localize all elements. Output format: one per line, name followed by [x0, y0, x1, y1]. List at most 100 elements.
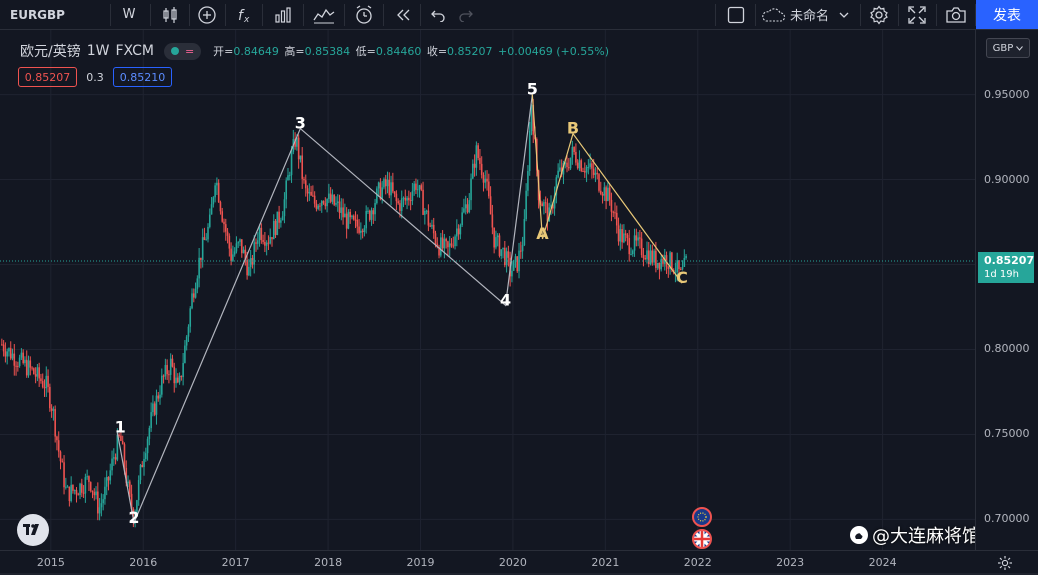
candle-body [242, 249, 245, 254]
currency-selector[interactable]: GBP [986, 38, 1030, 58]
candle-body [504, 247, 506, 266]
time-tick-label: 2019 [406, 556, 435, 569]
candle-body [436, 243, 439, 248]
candle-body [256, 240, 259, 244]
candle-body [406, 197, 408, 201]
candle-body [358, 226, 360, 233]
symbol-search-button[interactable]: EURGBP [10, 7, 65, 22]
candle-body [454, 236, 456, 247]
interval-button[interactable]: W [122, 7, 136, 22]
candle-body [541, 203, 543, 207]
toolbar-divider [262, 4, 263, 26]
toolbar-divider [150, 4, 151, 26]
price-chart[interactable]: 1 2 3 4 5 A B C [0, 30, 975, 550]
candle-body [82, 492, 85, 494]
candle-body [57, 440, 60, 452]
economic-event-icon[interactable] [692, 507, 712, 527]
wave-label-a[interactable]: A [536, 224, 549, 243]
candle-body [68, 486, 71, 502]
wave-label-4[interactable]: 4 [500, 290, 511, 309]
candle-body [36, 367, 39, 377]
candle-body [312, 195, 314, 197]
candle-body [384, 179, 387, 187]
wave-label-b[interactable]: B [567, 119, 579, 138]
candle-body [104, 486, 106, 500]
candle-body [472, 163, 474, 179]
add-compare-icon[interactable] [193, 0, 221, 29]
candle-body [331, 194, 334, 202]
candle-body [161, 375, 163, 395]
price-tick-label: 0.90000 [984, 172, 1030, 186]
wave-label-5[interactable]: 5 [527, 80, 538, 99]
sell-price-button[interactable]: 0.85207 [18, 67, 77, 87]
candle-body [420, 185, 423, 190]
candle-body [683, 258, 686, 267]
last-price-value: 0.85207 [984, 253, 1035, 267]
candle-body [107, 476, 110, 481]
candle-body [626, 234, 629, 239]
candle-body [315, 203, 318, 209]
fullscreen-icon[interactable] [903, 0, 931, 29]
candle-body [475, 145, 478, 168]
elliott-wave-line[interactable] [116, 94, 533, 525]
legend-title[interactable]: 欧元/英镑 [20, 44, 81, 60]
financials-icon[interactable] [268, 0, 298, 29]
candle-body [194, 288, 197, 298]
candle-body [564, 162, 567, 164]
candle-body [15, 365, 17, 367]
wave-label-1[interactable]: 1 [115, 418, 126, 437]
alert-icon[interactable] [349, 0, 379, 29]
candle-body [296, 137, 298, 147]
candle-body [22, 352, 24, 364]
redo-icon[interactable] [453, 0, 479, 29]
candle-body [422, 189, 424, 215]
tradingview-logo-icon[interactable] [17, 514, 49, 546]
candle-body [280, 220, 282, 223]
candle-body [153, 403, 156, 415]
candle-body [598, 174, 600, 191]
camera-icon[interactable] [941, 0, 971, 29]
candle-body [89, 482, 92, 491]
candle-body [233, 251, 236, 255]
select-layout-icon[interactable] [722, 0, 750, 29]
wave-label-c[interactable]: C [676, 268, 688, 287]
candle-body [599, 190, 602, 194]
candle-body [493, 227, 495, 248]
candle-body [129, 481, 131, 494]
time-axis[interactable]: 2015 2016 2017 2018 2019 2020 2021 2022 2023 2024 [0, 550, 1038, 573]
candle-body [418, 185, 421, 190]
undo-icon[interactable] [425, 0, 451, 29]
templates-icon[interactable] [308, 0, 340, 29]
publish-button[interactable]: 发表 [976, 0, 1038, 29]
replay-icon[interactable] [389, 0, 417, 29]
candle-body [27, 360, 30, 376]
wave-label-2[interactable]: 2 [128, 508, 139, 527]
candle-body [9, 348, 12, 359]
layout-menu-button[interactable]: 未命名 [760, 0, 858, 29]
market-status-toggle[interactable]: = [163, 42, 202, 60]
candle-body [13, 353, 16, 366]
candles-icon[interactable] [155, 0, 185, 29]
candle-body [189, 308, 192, 327]
candle-body [596, 172, 599, 175]
candle-body [352, 215, 355, 220]
candle-body [507, 251, 510, 258]
candle-body [505, 251, 508, 266]
uk-flag-event-icon[interactable] [692, 529, 712, 549]
axis-settings-gear-icon[interactable] [997, 555, 1013, 571]
candle-body [424, 211, 426, 215]
candle-body [184, 345, 186, 363]
wave-label-3[interactable]: 3 [295, 114, 306, 133]
settings-gear-icon[interactable] [864, 0, 894, 29]
chart-pane[interactable]: 1 2 3 4 5 A B C 欧元/英镑 1W FXCM = 开=0.84649 高=0.8… [0, 30, 975, 550]
candle-body [285, 180, 288, 200]
buy-price-button[interactable]: 0.85210 [113, 67, 172, 87]
price-axis[interactable]: GBP 0.950000.900000.850000.800000.750000… [975, 30, 1038, 550]
candle-body [647, 250, 650, 265]
candle-body [173, 366, 176, 384]
candle-body [49, 386, 51, 409]
abc-correction-line[interactable] [531, 94, 683, 284]
candle-body [283, 199, 286, 217]
